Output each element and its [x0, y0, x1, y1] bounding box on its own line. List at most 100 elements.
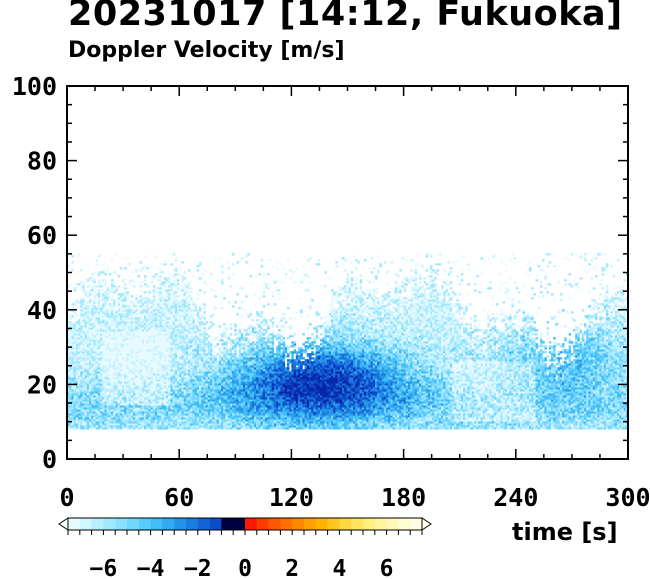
heat-cell	[168, 377, 171, 379]
heat-cell	[120, 361, 123, 363]
heat-cell	[217, 417, 220, 419]
heat-cell	[129, 331, 132, 333]
heat-cell	[100, 337, 103, 339]
heat-cell	[124, 283, 127, 285]
heat-cell	[162, 405, 165, 407]
heat-cell	[109, 325, 112, 327]
heat-cell	[232, 361, 235, 363]
heat-cell	[102, 395, 105, 397]
heat-cell	[217, 379, 220, 381]
heat-cell	[102, 295, 105, 297]
heat-cell	[69, 333, 72, 335]
heat-cell	[225, 399, 228, 401]
heat-cell	[100, 307, 103, 309]
heat-cell	[164, 403, 167, 405]
heat-cell	[159, 323, 162, 325]
heat-cell	[184, 295, 187, 297]
heat-cell	[148, 365, 151, 367]
heat-cell	[89, 355, 92, 357]
heat-cell	[186, 287, 189, 289]
heat-cell	[91, 273, 94, 275]
heat-cell	[192, 301, 195, 303]
heat-cell	[221, 405, 224, 407]
heat-cell	[109, 365, 112, 367]
heat-cell	[157, 407, 160, 409]
heat-cell	[168, 277, 171, 279]
heat-cell	[199, 395, 202, 397]
heat-cell	[225, 373, 228, 375]
heat-cell	[113, 397, 116, 399]
heat-cell	[135, 325, 138, 327]
heat-cell	[85, 427, 88, 429]
heat-cell	[203, 423, 206, 425]
heat-cell	[98, 373, 101, 375]
heat-cell	[214, 367, 217, 369]
heat-cell	[223, 373, 226, 375]
heat-cell	[115, 335, 118, 337]
heat-cell	[102, 411, 105, 413]
heat-cell	[100, 357, 103, 359]
heat-cell	[80, 385, 83, 387]
heat-cell	[98, 385, 101, 387]
heat-cell	[111, 397, 114, 399]
heat-cell	[129, 403, 132, 405]
heat-cell	[91, 287, 94, 289]
heat-cell	[120, 267, 123, 269]
heat-cell	[120, 307, 123, 309]
heat-cell	[210, 329, 213, 331]
heat-cell	[131, 311, 134, 313]
heat-cell	[164, 339, 167, 341]
heat-cell	[82, 321, 85, 323]
heat-cell	[155, 379, 158, 381]
heat-cell	[214, 383, 217, 385]
heat-cell	[159, 319, 162, 321]
heat-cell	[74, 359, 77, 361]
heat-cell	[195, 421, 198, 423]
heat-cell	[107, 395, 110, 397]
heat-cell	[173, 351, 176, 353]
heat-cell	[203, 305, 206, 307]
heat-cell	[168, 367, 171, 369]
heat-cell	[166, 361, 169, 363]
heat-cell	[118, 425, 121, 427]
heat-cell	[78, 369, 81, 371]
heat-cell	[102, 321, 105, 323]
heat-cell	[234, 373, 237, 375]
heat-cell	[184, 375, 187, 377]
heat-cell	[98, 321, 101, 323]
heat-cell	[104, 407, 107, 409]
heat-cell	[192, 403, 195, 405]
heat-cell	[177, 301, 180, 303]
heat-cell	[210, 399, 213, 401]
heat-cell	[164, 407, 167, 409]
heat-cell	[135, 313, 138, 315]
heat-cell	[102, 413, 105, 415]
heat-cell	[181, 371, 184, 373]
heat-cell	[120, 297, 123, 299]
heat-cell	[234, 405, 237, 407]
heat-cell	[144, 425, 147, 427]
heat-cell	[221, 343, 224, 345]
heat-cell	[228, 417, 231, 419]
heat-cell	[225, 327, 228, 329]
heat-cell	[115, 353, 118, 355]
heat-cell	[96, 357, 99, 359]
heat-cell	[217, 395, 220, 397]
heat-cell	[74, 381, 77, 383]
heat-cell	[89, 299, 92, 301]
heat-cell	[225, 425, 228, 427]
heat-cell	[192, 309, 195, 311]
heat-cell	[192, 421, 195, 423]
heat-cell	[135, 423, 138, 425]
heat-cell	[107, 427, 110, 429]
heat-cell	[188, 307, 191, 309]
heat-cell	[177, 283, 180, 285]
heat-cell	[181, 421, 184, 423]
heat-cell	[184, 423, 187, 425]
heat-cell	[164, 387, 167, 389]
heat-cell	[199, 289, 202, 291]
heat-cell	[164, 355, 167, 357]
heat-cell	[197, 427, 200, 429]
heat-cell	[208, 385, 211, 387]
heat-cell	[113, 321, 116, 323]
